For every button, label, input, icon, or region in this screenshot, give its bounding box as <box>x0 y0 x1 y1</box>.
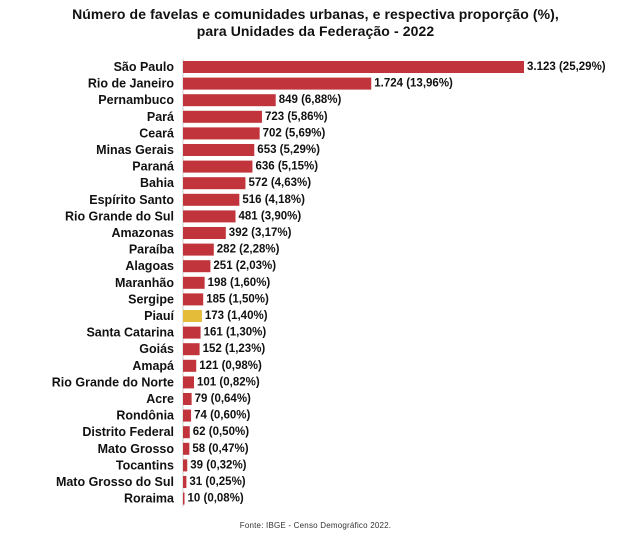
value-label: 516 (4,18%) <box>242 194 305 206</box>
bar <box>183 409 192 422</box>
source-note: Fonte: IBGE - Censo Demográfico 2022. <box>239 521 392 530</box>
bar <box>183 160 253 173</box>
category-label: Distrito Federal <box>82 425 174 439</box>
value-label: 392 (3,17%) <box>229 227 292 239</box>
category-label: Espírito Santo <box>89 193 174 207</box>
bar <box>183 459 188 472</box>
value-label: 74 (0,60%) <box>194 410 250 422</box>
bar <box>183 326 201 339</box>
bar <box>183 94 276 107</box>
bar <box>183 343 200 356</box>
bar <box>183 77 372 90</box>
bar <box>183 61 524 73</box>
bar <box>183 359 197 372</box>
bar <box>183 177 246 190</box>
category-label: Santa Catarina <box>86 326 175 340</box>
category-label: Sergipe <box>128 292 174 306</box>
value-label: 79 (0,64%) <box>195 393 251 405</box>
category-label: Paraíba <box>129 243 175 257</box>
value-label: 121 (0,98%) <box>199 360 262 372</box>
value-label: 572 (4,63%) <box>248 177 311 189</box>
value-label: 58 (0,47%) <box>192 443 248 455</box>
bar <box>183 210 236 223</box>
value-label: 161 (1,30%) <box>204 327 267 339</box>
value-label: 62 (0,50%) <box>193 426 249 438</box>
category-label: Mato Grosso <box>98 442 175 456</box>
value-label: 185 (1,50%) <box>206 293 269 305</box>
value-label: 10 (0,08%) <box>188 493 244 505</box>
category-label: Piauí <box>144 309 174 323</box>
category-label: São Paulo <box>114 60 175 74</box>
category-label: Tocantins <box>116 458 174 472</box>
category-label: Acre <box>146 392 174 406</box>
value-label: 31 (0,25%) <box>189 476 245 488</box>
category-label: Minas Gerais <box>96 143 174 157</box>
value-label: 198 (1,60%) <box>208 277 271 289</box>
category-label: Rio Grande do Sul <box>65 209 174 223</box>
value-label: 653 (5,29%) <box>257 144 320 156</box>
bar <box>183 243 214 256</box>
bar <box>183 376 195 389</box>
bar <box>183 260 211 273</box>
value-label: 723 (5,86%) <box>265 111 328 123</box>
bar <box>183 492 185 505</box>
category-label: Rio de Janeiro <box>88 77 174 91</box>
category-label: Rondônia <box>116 409 175 423</box>
category-label: Pará <box>147 110 174 124</box>
category-label: Roraima <box>124 492 175 506</box>
chart-title: Número de favelas e comunidades urbanas,… <box>0 6 631 40</box>
value-label: 702 (5,69%) <box>263 127 326 139</box>
bar <box>183 393 192 405</box>
value-label: 3.123 (25,29%) <box>527 61 606 73</box>
value-label: 101 (0,82%) <box>197 376 260 388</box>
category-label: Alagoas <box>125 259 174 273</box>
category-label: Ceará <box>139 126 174 140</box>
category-label: Amapá <box>132 359 174 373</box>
category-label: Goiás <box>139 342 174 356</box>
bar <box>183 227 226 239</box>
category-label: Pernambuco <box>98 93 174 107</box>
value-label: 251 (2,03%) <box>213 260 276 272</box>
bar-highlighted <box>183 310 202 322</box>
value-label: 282 (2,28%) <box>217 244 280 256</box>
bar <box>183 193 240 206</box>
bar <box>183 276 205 289</box>
category-label: Paraná <box>132 160 174 174</box>
value-label: 636 (5,15%) <box>255 161 318 173</box>
bar <box>183 426 190 439</box>
value-label: 152 (1,23%) <box>203 343 266 355</box>
chart-title-line-2: para Unidades da Federação - 2022 <box>196 23 435 39</box>
category-label: Maranhão <box>115 276 174 290</box>
value-label: 173 (1,40%) <box>205 310 268 322</box>
category-label: Bahia <box>140 176 175 190</box>
category-label: Amazonas <box>111 226 174 240</box>
bar <box>183 293 204 306</box>
bar <box>183 127 260 140</box>
category-label: Mato Grosso do Sul <box>56 475 174 489</box>
bar <box>183 144 255 156</box>
value-label: 849 (6,88%) <box>279 94 342 106</box>
value-label: 481 (3,90%) <box>239 210 302 222</box>
bar <box>183 442 190 455</box>
category-label: Rio Grande do Norte <box>52 375 174 389</box>
value-label: 39 (0,32%) <box>190 459 246 471</box>
value-label: 1.724 (13,96%) <box>374 78 453 90</box>
bar <box>183 476 187 488</box>
chart-title-line-1: Número de favelas e comunidades urbanas,… <box>72 6 559 22</box>
bar <box>183 110 262 123</box>
